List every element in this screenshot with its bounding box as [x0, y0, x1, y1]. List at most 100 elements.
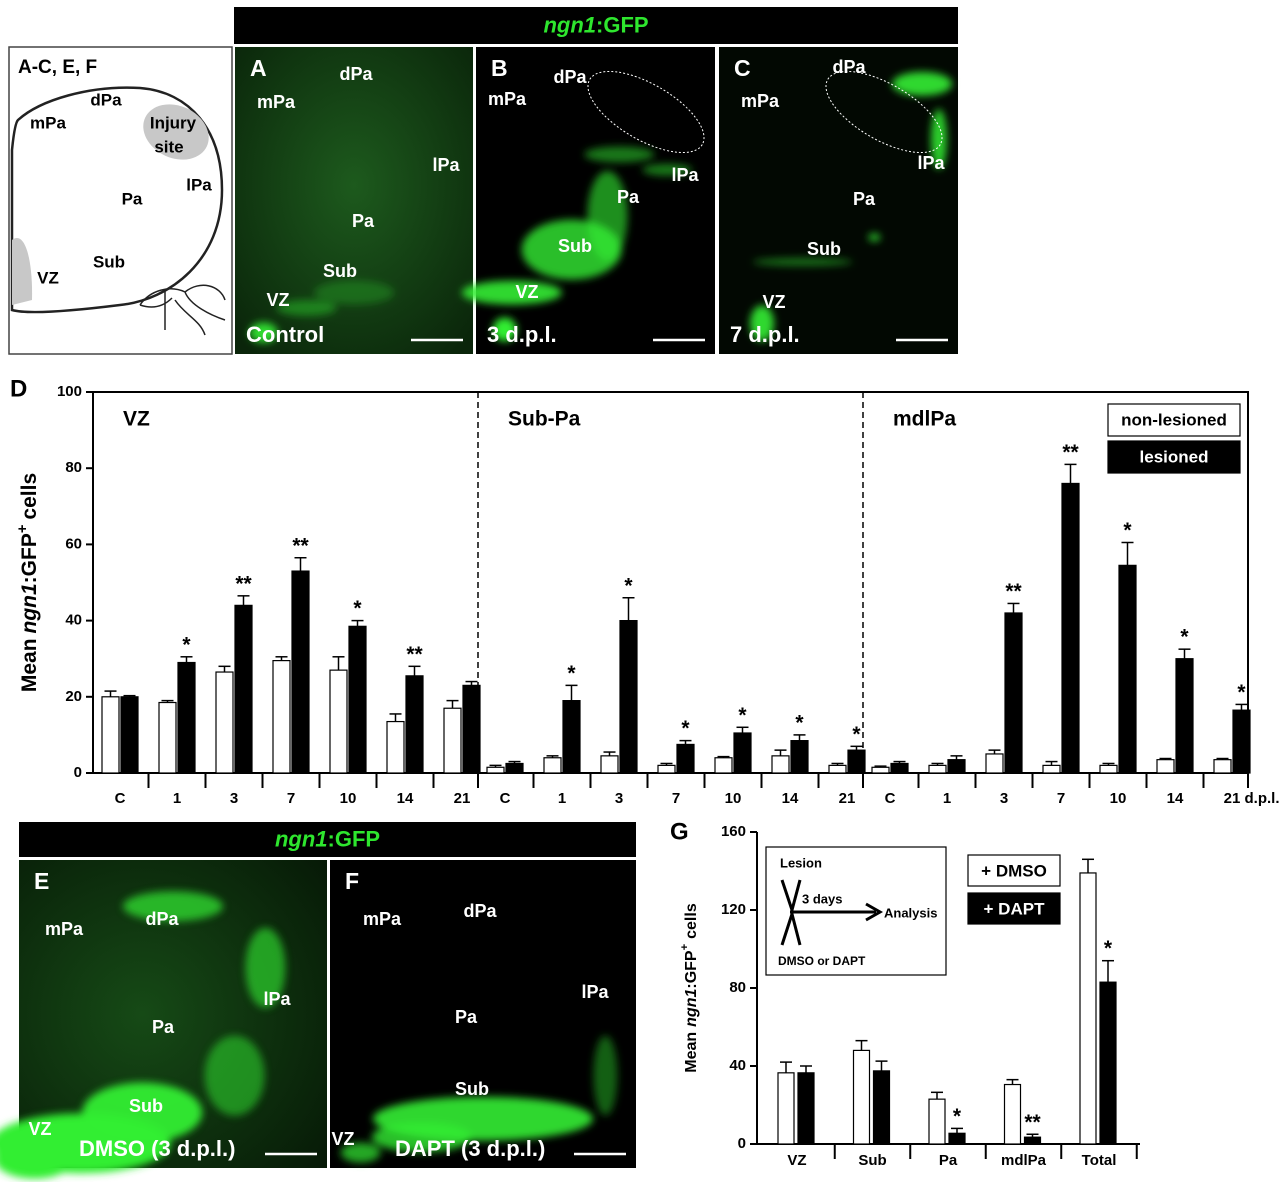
x-tick-label: 3 [230, 790, 238, 807]
fluorescence [750, 71, 953, 342]
y-tick-label: 100 [57, 383, 82, 400]
significance: * [1237, 681, 1246, 704]
bar [1156, 759, 1175, 774]
x-tick-label: 7 [672, 790, 680, 807]
bar [985, 753, 1004, 774]
bar [771, 755, 790, 774]
region-label: Pa [617, 187, 640, 207]
x-tick-label: 21 [454, 790, 471, 807]
legend-box [967, 892, 1061, 925]
bar [101, 696, 120, 774]
bar [1023, 1136, 1042, 1145]
panel-caption: 7 d.p.l. [730, 322, 800, 347]
bar [733, 732, 752, 774]
bar [928, 764, 947, 774]
region-label: VZ [266, 290, 289, 310]
significance: * [1104, 937, 1113, 960]
schematic-title: A-C, E, F [18, 57, 97, 78]
x-tick-label: 10 [725, 790, 742, 807]
x-tick-label: 1 [558, 790, 566, 807]
y-tick-label: 0 [738, 1135, 746, 1152]
significance: * [953, 1105, 962, 1128]
gfp-signal [249, 322, 278, 343]
inset-text: 3 days [802, 891, 842, 906]
gfp-signal [123, 891, 223, 922]
gfp-signal [82, 1082, 203, 1143]
bar [871, 766, 890, 774]
region-label: Sub [323, 261, 357, 281]
header-suffix: :GFP [596, 12, 649, 37]
group-label: VZ [123, 408, 150, 431]
region-label: Injury [150, 113, 197, 132]
bar [1003, 1083, 1022, 1145]
gfp-signal [593, 1035, 618, 1116]
significance: * [1123, 519, 1132, 542]
y-tick-label: 20 [65, 688, 82, 705]
gfp-signal [340, 1142, 381, 1163]
panel-caption: 3 d.p.l. [487, 322, 557, 347]
header-gene: ngn1 [543, 12, 596, 37]
injury-outline [587, 70, 705, 154]
injury-outline [825, 70, 943, 154]
x-unit-label: d.p.l. [1245, 790, 1280, 807]
inset-text: Analysis [884, 905, 937, 920]
bar [386, 720, 405, 774]
bar [676, 743, 695, 774]
header-title: ngn1:GFP [543, 12, 648, 37]
region-label: Pa [352, 211, 375, 231]
y-label-suffix: cells [18, 473, 41, 520]
legend-box [1107, 440, 1241, 474]
bar [890, 762, 909, 774]
significance: * [182, 633, 191, 656]
gfp-signal [642, 163, 693, 176]
region-label: lPa [186, 175, 212, 194]
fluorescence [340, 1035, 618, 1163]
x-tick-label: Sub [858, 1152, 886, 1169]
inset-text: DMSO or DAPT [778, 954, 866, 968]
significance: * [852, 723, 861, 746]
bar [272, 660, 291, 774]
bar [948, 1132, 966, 1145]
region-label: Sub [129, 1096, 163, 1116]
group-label: mdlPa [893, 408, 956, 431]
fluorescence [461, 146, 693, 342]
gfp-signal [0, 1138, 75, 1179]
region-label: lPa [432, 155, 460, 175]
y-label-gene: ngn1 [18, 583, 41, 633]
gfp-signal [930, 109, 947, 170]
legend-label: non-lesioned [1121, 410, 1227, 429]
gfp-signal [584, 146, 655, 163]
schematic [8, 46, 233, 355]
region-label: dPa [832, 57, 866, 77]
y-tick-label: 80 [729, 979, 746, 996]
x-tick-label: Total [1082, 1152, 1117, 1169]
x-tick-label: VZ [787, 1152, 806, 1169]
micrograph [719, 47, 958, 354]
header-bar [234, 7, 958, 44]
group-label: Sub-Pa [508, 408, 581, 431]
gfp-signal [245, 927, 286, 1008]
gfp-signal [587, 170, 628, 261]
x-tick-label: 10 [1110, 790, 1127, 807]
region-label: VZ [37, 268, 59, 287]
gfp-signal [752, 257, 853, 266]
x-tick-label: 7 [287, 790, 295, 807]
region-label: dPa [339, 64, 373, 84]
bar [1175, 658, 1194, 774]
bar [1118, 564, 1137, 774]
panel-caption: DAPT (3 d.p.l.) [395, 1136, 545, 1161]
gfp-signal [750, 305, 775, 342]
region-label: mPa [741, 91, 780, 111]
bar [348, 625, 367, 774]
y-label-sup: + [15, 525, 31, 534]
panel-letter: A [250, 55, 267, 81]
bar [405, 675, 424, 774]
significance: * [738, 704, 747, 727]
region-label: Sub [807, 239, 841, 259]
bar [443, 707, 462, 774]
bar [462, 684, 481, 774]
header-bar [19, 822, 636, 857]
legend-label: + DAPT [984, 899, 1046, 918]
